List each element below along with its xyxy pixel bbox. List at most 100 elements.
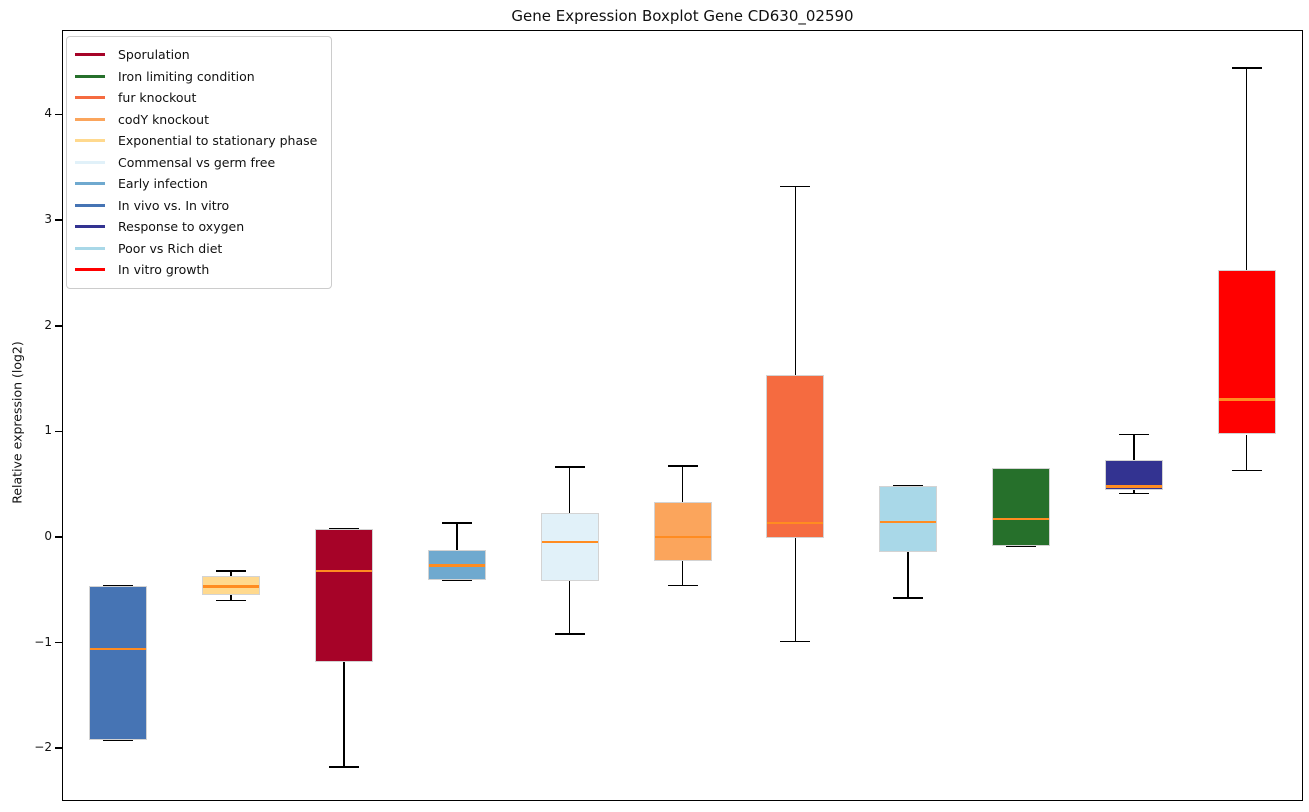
y-tick-mark-0 [55,747,62,749]
lower-cap-iron-limiting-condition [1005,545,1036,548]
y-tick-label-6: 4 [44,106,52,121]
median-in-vitro-growth [1218,398,1275,401]
upper-whisker-response-to-oxygen [1132,434,1135,460]
legend-item-in-vivo-vs-in-vitro: In vivo vs. In vitro [75,195,317,217]
legend-swatch-cody-knockout [75,117,105,121]
legend: Sporulation Iron limiting condition fur kn… [66,36,333,289]
lower-cap-exponential-to-stationary-phase [216,599,247,602]
y-tick-mark-5 [55,219,62,221]
box-fur-knockout [766,375,825,538]
legend-swatch-early-infection [75,182,105,186]
upper-cap-exponential-to-stationary-phase [216,569,247,572]
legend-label-response-to-oxygen: Response to oxygen [118,219,245,235]
lower-cap-fur-knockout [780,640,811,643]
y-tick-mark-3 [55,430,62,433]
legend-item-in-vitro-growth: In vitro growth [75,259,317,281]
upper-whisker-exponential-to-stationary-phase [230,570,233,577]
legend-item-fur-knockout: fur knockout [75,87,317,109]
y-tick-label-5: 3 [44,212,52,227]
upper-cap-fur-knockout [780,185,811,188]
legend-label-early-infection: Early infection [118,176,208,192]
legend-item-sporulation: Sporulation [75,44,317,66]
lower-whisker-sporulation [343,661,345,768]
upper-whisker-cody-knockout [681,466,684,503]
box-sporulation [315,528,374,662]
median-response-to-oxygen [1105,485,1162,488]
legend-label-sporulation: Sporulation [118,47,190,63]
legend-item-cody-knockout: codY knockout [75,109,317,131]
lower-whisker-in-vitro-growth [1245,434,1248,471]
median-sporulation [316,569,373,572]
lower-cap-commensal-vs-germ-free [554,633,585,635]
lower-cap-response-to-oxygen [1118,492,1149,495]
box-iron-limiting-condition [991,468,1050,547]
y-tick-label-0: −2 [34,740,52,755]
lower-cap-poor-vs-rich-diet [893,597,924,599]
legend-label-poor-vs-rich-diet: Poor vs Rich diet [118,240,223,256]
upper-cap-in-vitro-growth [1231,67,1262,69]
legend-swatch-in-vitro-growth [75,268,105,272]
legend-item-exponential-to-stationary-phase: Exponential to stationary phase [75,130,317,152]
lower-cap-sporulation [329,766,360,768]
legend-swatch-iron-limiting-condition [75,74,105,78]
legend-item-response-to-oxygen: Response to oxygen [75,216,317,238]
lower-cap-in-vitro-growth [1231,469,1262,472]
box-cody-knockout [653,502,712,562]
lower-whisker-response-to-oxygen [1132,490,1135,494]
legend-item-iron-limiting-condition: Iron limiting condition [75,66,317,88]
y-tick-mark-6 [55,113,62,116]
median-in-vivo-vs-in-vitro [90,647,147,651]
box-in-vivo-vs-in-vitro [89,585,148,740]
legend-swatch-exponential-to-stationary-phase [75,139,105,143]
legend-swatch-in-vivo-vs-in-vitro [75,203,105,207]
median-fur-knockout [767,521,824,525]
lower-whisker-exponential-to-stationary-phase [230,595,233,601]
box-in-vitro-growth [1217,269,1276,435]
y-tick-mark-1 [55,641,62,644]
lower-whisker-commensal-vs-germ-free [568,581,571,635]
legend-label-fur-knockout: fur knockout [118,90,197,106]
legend-label-in-vitro-growth: In vitro growth [118,262,210,278]
upper-whisker-early-infection [456,523,458,550]
median-early-infection [428,564,485,567]
legend-item-poor-vs-rich-diet: Poor vs Rich diet [75,238,317,260]
median-iron-limiting-condition [992,517,1049,521]
lower-cap-early-infection [441,579,472,582]
lower-whisker-cody-knockout [681,561,684,586]
y-tick-mark-4 [55,324,62,327]
legend-label-commensal-vs-germ-free: Commensal vs germ free [118,154,276,170]
legend-swatch-sporulation [75,53,105,57]
upper-whisker-in-vitro-growth [1245,68,1248,270]
y-tick-label-1: −1 [34,634,52,649]
legend-item-commensal-vs-germ-free: Commensal vs germ free [75,152,317,174]
legend-label-cody-knockout: codY knockout [118,111,210,127]
upper-cap-cody-knockout [667,465,698,467]
lower-whisker-fur-knockout [794,538,797,642]
median-cody-knockout [654,535,711,539]
legend-label-iron-limiting-condition: Iron limiting condition [118,68,255,84]
legend-swatch-response-to-oxygen [75,225,105,229]
box-poor-vs-rich-diet [879,486,938,552]
upper-whisker-commensal-vs-germ-free [568,467,571,513]
legend-swatch-poor-vs-rich-diet [75,246,105,250]
median-commensal-vs-germ-free [541,540,598,544]
y-tick-label-4: 2 [44,317,52,332]
lower-whisker-poor-vs-rich-diet [907,551,909,599]
legend-swatch-commensal-vs-germ-free [75,160,105,164]
box-commensal-vs-germ-free [540,512,599,582]
lower-cap-in-vivo-vs-in-vitro [103,738,134,741]
upper-cap-early-infection [441,522,472,525]
upper-cap-commensal-vs-germ-free [554,466,585,469]
legend-swatch-fur-knockout [75,96,105,100]
legend-item-early-infection: Early infection [75,173,317,195]
upper-whisker-fur-knockout [794,186,797,376]
y-tick-label-3: 1 [44,423,52,438]
y-tick-mark-2 [55,536,62,538]
chart-title: Gene Expression Boxplot Gene CD630_02590 [511,7,854,25]
median-poor-vs-rich-diet [880,520,937,524]
lower-cap-cody-knockout [667,584,698,587]
upper-cap-response-to-oxygen [1118,433,1149,436]
legend-label-exponential-to-stationary-phase: Exponential to stationary phase [118,133,318,149]
y-tick-label-2: 0 [44,528,52,543]
